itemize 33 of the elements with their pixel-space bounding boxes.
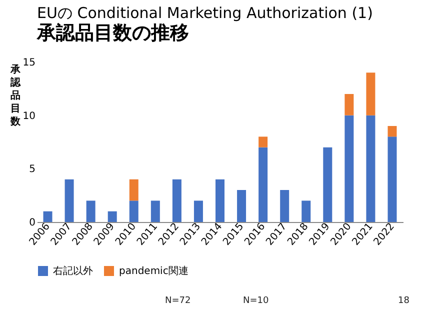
bar xyxy=(64,179,74,222)
bar xyxy=(280,190,290,222)
bar xyxy=(388,136,397,222)
bar xyxy=(344,115,354,222)
bar xyxy=(86,200,96,222)
bar xyxy=(366,115,376,222)
y-axis-title: 承認品目数 xyxy=(10,64,22,128)
bar xyxy=(172,179,182,222)
bar xyxy=(258,136,268,148)
chart-subtitle: 承認品目数の推移 xyxy=(36,22,189,44)
bar xyxy=(388,126,397,137)
legend-label: 右記以外 xyxy=(53,265,93,277)
bar xyxy=(108,211,117,222)
bar xyxy=(194,200,203,222)
bar xyxy=(150,200,160,222)
chart-title: EUの Conditional Marketing Authorization (1) xyxy=(37,4,373,22)
bar xyxy=(302,200,311,222)
bar xyxy=(344,94,354,116)
y-tick-label: 10 xyxy=(22,110,36,122)
bar xyxy=(323,147,332,222)
text: N=72 xyxy=(165,296,191,306)
y-tick-label: 15 xyxy=(22,58,36,68)
bar xyxy=(258,147,268,222)
y-tick-label: 5 xyxy=(29,164,36,176)
bar xyxy=(237,190,246,222)
bar xyxy=(216,179,224,222)
text: N=10 xyxy=(243,296,269,306)
bar xyxy=(129,200,138,222)
text: 18 xyxy=(398,296,410,306)
bar xyxy=(366,72,376,116)
legend-label: pandemic関連 xyxy=(119,265,188,277)
bar xyxy=(129,179,138,201)
bar xyxy=(43,211,52,222)
